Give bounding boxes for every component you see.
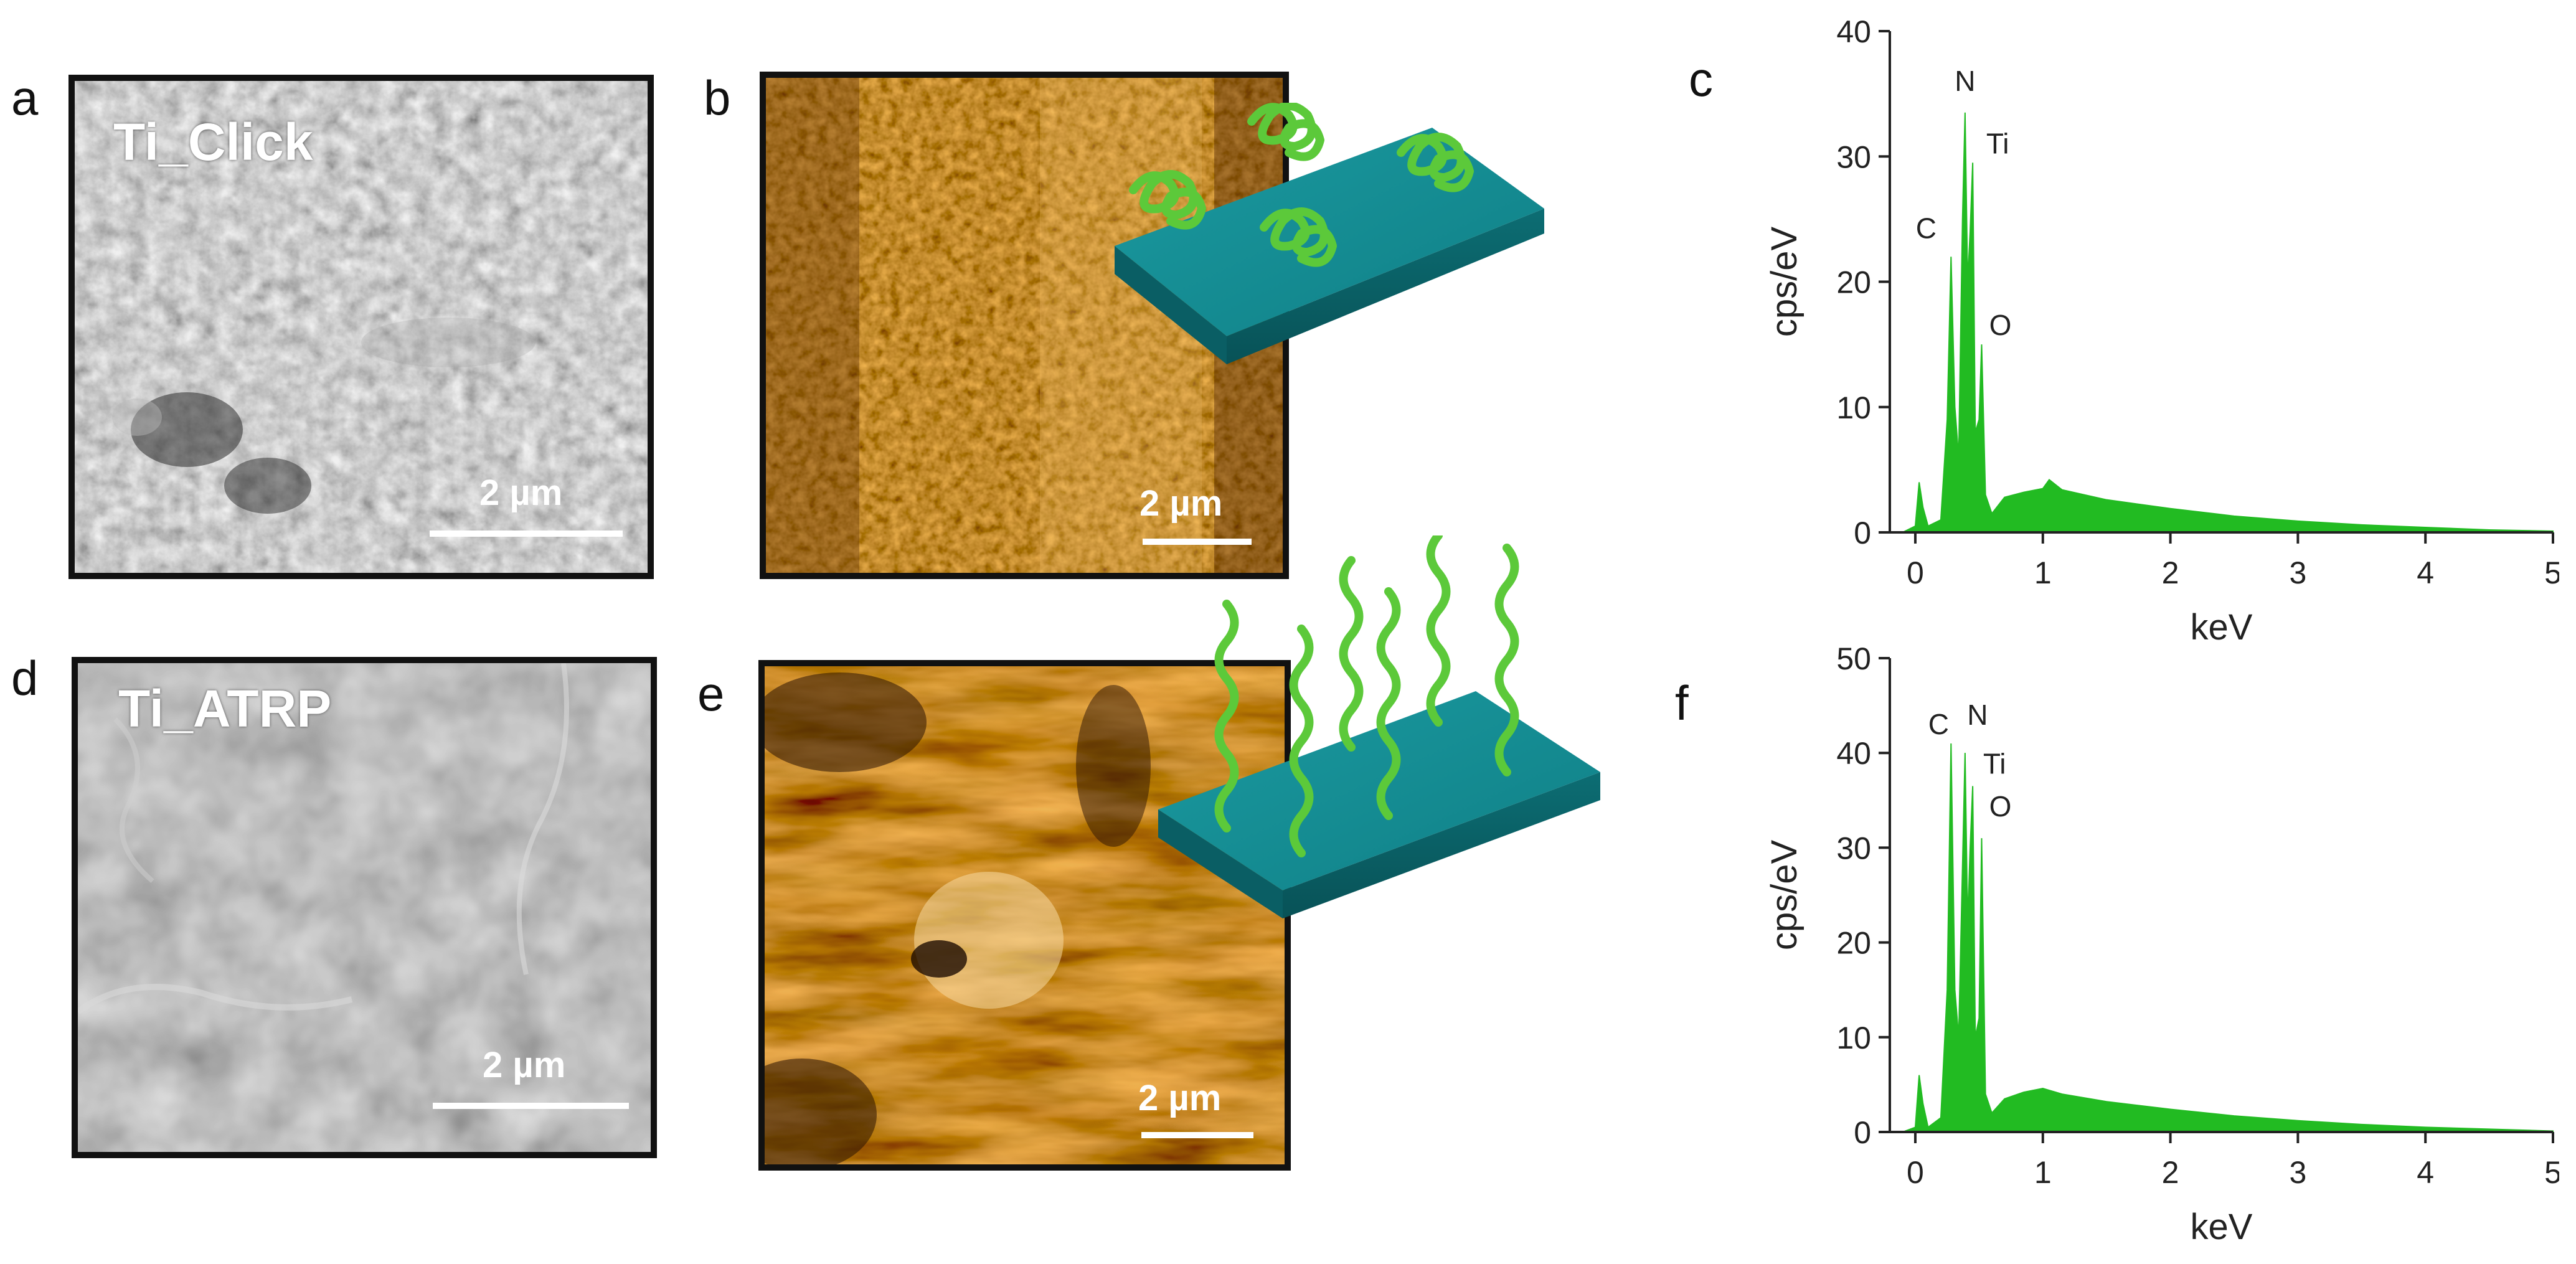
scale-label-b: 2 µm (1139, 483, 1223, 524)
scale-label-e: 2 µm (1138, 1078, 1222, 1118)
x-tick-label: 1 (2034, 555, 2052, 590)
scale-bar-a (430, 531, 623, 537)
schematic-click-polymers (1115, 103, 1544, 364)
spectrum-area (1902, 743, 2554, 1133)
x-tick-label: 4 (2417, 1155, 2434, 1190)
panel-b-letter: b (704, 70, 731, 125)
brush-polymer-icons (1214, 535, 1519, 857)
eds-spectrum-chart-f: 0 10 20 30 40 50 0 1 2 3 4 5 keV cps/eV C N Ti O (1764, 641, 2559, 1247)
scale-label-d: 2 µm (483, 1045, 566, 1085)
scale-bar-e (1141, 1132, 1253, 1138)
panel-f-letter: f (1675, 676, 1689, 730)
panel-c-letter: c (1689, 52, 1713, 106)
y-axis-label: cps/eV (1764, 840, 1805, 951)
peak-label: C (1928, 708, 1949, 740)
y-tick-label: 0 (1854, 1115, 1871, 1150)
y-tick-label: 40 (1836, 14, 1871, 49)
y-axis-label: cps/eV (1764, 227, 1805, 337)
x-tick-label: 5 (2544, 1155, 2559, 1190)
y-tick-label: 30 (1836, 139, 1871, 174)
x-tick-label: 2 (2162, 555, 2179, 590)
eds-spectrum-chart-c: 0 10 20 30 40 0 1 2 3 4 5 keV cps/eV C N Ti O (1764, 14, 2559, 648)
x-tick-label: 0 (1907, 1155, 1924, 1190)
peak-label: Ti (1983, 747, 2006, 780)
panel-d-letter: d (11, 651, 39, 705)
x-axis-label: keV (2191, 607, 2253, 648)
sem-texture (75, 81, 648, 573)
panel-e-letter: e (697, 666, 725, 721)
spectrum-area (1902, 112, 2554, 533)
panel-a-letter: a (11, 70, 39, 125)
x-tick-label: 3 (2289, 555, 2306, 590)
peak-label: O (1989, 790, 2012, 823)
afm-texture (765, 666, 1285, 1164)
peak-label: N (1967, 699, 1988, 731)
y-tick-label: 20 (1836, 265, 1871, 300)
y-tick-label: 30 (1836, 831, 1871, 865)
x-tick-label: 5 (2544, 555, 2559, 590)
afm-image-ti-atrp: 2 µm (758, 660, 1291, 1171)
peak-label: N (1955, 65, 1975, 97)
peak-label: Ti (1986, 127, 2009, 159)
peak-label: C (1916, 212, 1937, 244)
sem-image-ti-click: Ti_Click 2 µm (68, 75, 654, 579)
y-tick-label: 50 (1836, 641, 1871, 676)
sem-image-ti-atrp: Ti_ATRP 2 µm (72, 657, 657, 1158)
y-tick-label: 0 (1854, 516, 1871, 550)
y-tick-label: 10 (1836, 390, 1871, 425)
x-tick-label: 0 (1907, 555, 1924, 590)
scale-label-a: 2 µm (479, 473, 563, 513)
scale-bar-d (433, 1103, 629, 1109)
y-tick-label: 10 (1836, 1021, 1871, 1055)
coiled-polymer-icons (1129, 103, 1474, 267)
x-tick-label: 3 (2289, 1155, 2306, 1190)
sem-texture (78, 663, 651, 1152)
x-tick-label: 1 (2034, 1155, 2052, 1190)
x-axis-label: keV (2191, 1207, 2253, 1247)
peak-label: O (1989, 309, 2012, 341)
schematic-atrp-brushes (1158, 535, 1600, 918)
scale-bar-b (1143, 539, 1252, 545)
sample-label-ti-click: Ti_Click (113, 113, 313, 171)
y-tick-label: 40 (1836, 736, 1871, 771)
x-tick-label: 2 (2162, 1155, 2179, 1190)
x-tick-label: 4 (2417, 555, 2434, 590)
sample-label-ti-atrp: Ti_ATRP (118, 679, 332, 738)
y-tick-label: 20 (1836, 926, 1871, 961)
